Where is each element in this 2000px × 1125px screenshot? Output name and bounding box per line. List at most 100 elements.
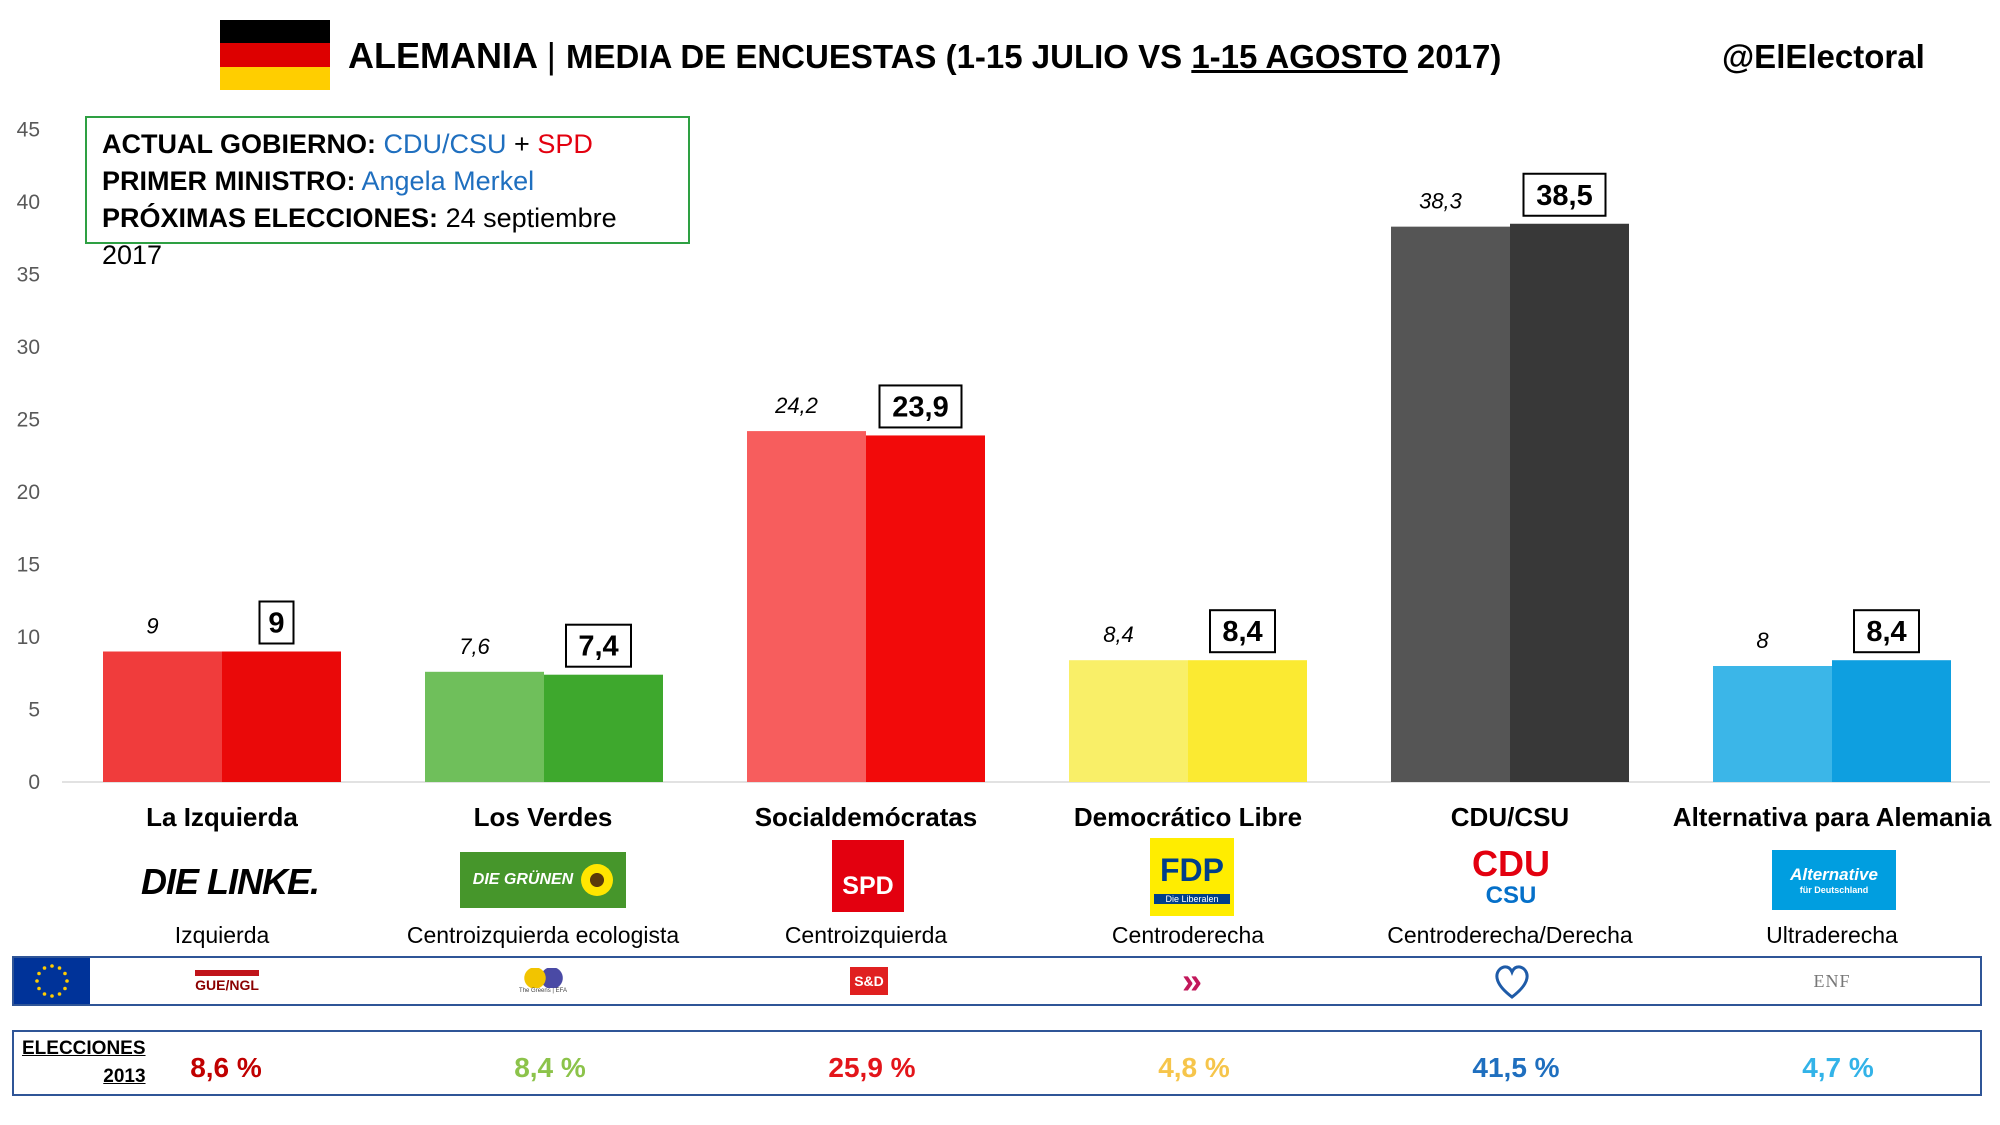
greens-efa-logo-text: The Greens | EFA bbox=[519, 988, 567, 994]
elections-2013-label: ELECCIONES 2013 bbox=[22, 1035, 146, 1091]
elections-2013-value-spd: 25,9 % bbox=[828, 1052, 916, 1083]
csu-logo-text: CSU bbox=[1485, 882, 1537, 909]
afd-logo-subtext: für Deutschland bbox=[1799, 885, 1869, 895]
elections-2013-row bbox=[12, 1030, 1982, 1096]
info-government-label: ACTUAL GOBIERNO: bbox=[102, 129, 376, 159]
germany-flag bbox=[220, 20, 330, 90]
data-label-aug: 8,4 bbox=[1866, 616, 1906, 648]
enf-logo: ENF bbox=[1792, 958, 1872, 1004]
eu-star bbox=[35, 979, 39, 983]
info-pm-row: PRIMER MINISTRO: Angela Merkel bbox=[102, 163, 673, 200]
elections-2013-value-linke: 8,6 % bbox=[190, 1052, 262, 1083]
spd-logo: SPD bbox=[832, 840, 904, 912]
bar-aug bbox=[1510, 223, 1629, 782]
eu-flag-icon bbox=[14, 958, 90, 1004]
data-label-jul: 24,2 bbox=[774, 393, 818, 418]
eu-star bbox=[37, 971, 41, 976]
elections-2013-value-fdp: 4,8 % bbox=[1158, 1052, 1230, 1083]
eu-star bbox=[50, 994, 54, 998]
die-gruenen-logo: DIE GRÜNEN bbox=[460, 852, 626, 908]
data-label-aug: 8,4 bbox=[1222, 616, 1262, 648]
alde-logo-text: » bbox=[1181, 960, 1203, 1001]
die-linke-logo-text: DIE LINKE. bbox=[140, 861, 320, 902]
bar-jul bbox=[1391, 226, 1510, 782]
ideology-afd: Ultraderecha bbox=[1766, 922, 1898, 948]
flag-stripe-black bbox=[220, 20, 330, 44]
bar-jul bbox=[1713, 666, 1832, 782]
cdu-csu-logo: CDU CSU bbox=[1452, 840, 1570, 916]
data-label-aug: 23,9 bbox=[892, 391, 948, 423]
spd-logo-text: SPD bbox=[842, 871, 894, 900]
elections-label-line1: ELECCIONES bbox=[22, 1038, 146, 1059]
info-pm-name: Angela Merkel bbox=[361, 166, 535, 196]
party-name-spd: Socialdemócratas bbox=[754, 802, 978, 832]
data-label-jul: 38,3 bbox=[1419, 189, 1463, 214]
info-pm-label: PRIMER MINISTRO: bbox=[102, 166, 356, 196]
s-and-d-logo: S&D bbox=[846, 958, 892, 1004]
eu-star bbox=[37, 986, 41, 991]
enf-logo-text: ENF bbox=[1813, 970, 1851, 991]
bar-aug bbox=[1832, 660, 1951, 782]
title-subtitle-underlined: 1-15 AGOSTO bbox=[1191, 38, 1408, 75]
ideology-spd: Centroizquierda bbox=[784, 922, 948, 948]
afd-logo-text: Alternative bbox=[1790, 865, 1878, 884]
gue-ngl-logo: GUE/NGL bbox=[172, 958, 282, 1004]
sunflower-icon bbox=[581, 864, 614, 896]
info-government-party1: CDU/CSU bbox=[383, 129, 507, 159]
bar-jul bbox=[103, 651, 222, 782]
eu-star bbox=[42, 966, 47, 970]
ideology-cdu: Centroderecha/Derecha bbox=[1387, 922, 1633, 948]
y-tick-label: 0 bbox=[28, 771, 40, 794]
title-country: ALEMANIA bbox=[348, 35, 537, 76]
twitter-handle: @ElElectoral bbox=[1722, 38, 1925, 75]
y-tick-label: 45 bbox=[17, 119, 40, 142]
greens-efa-logo: The Greens | EFA bbox=[498, 958, 588, 1004]
eu-star bbox=[42, 992, 47, 996]
fdp-logo-text: FDP bbox=[1160, 852, 1224, 888]
info-government-row: ACTUAL GOBIERNO: CDU/CSU + SPD bbox=[102, 126, 673, 163]
info-government-plus: + bbox=[506, 129, 538, 159]
party-name-gruene: Los Verdes bbox=[473, 802, 613, 832]
page-title: ALEMANIA | MEDIA DE ENCUESTAS (1-15 JULI… bbox=[348, 35, 1501, 77]
data-label-box-aug bbox=[1522, 172, 1607, 217]
greens-efa-icon bbox=[523, 968, 563, 988]
y-tick-label: 20 bbox=[17, 481, 40, 504]
bar-chart: 0 5 10 15 20 25 30 35 40 45 9 9 7,6 7,4 24,2 23,9 8,4 8,4… bbox=[17, 119, 1990, 794]
data-label-aug: 7,4 bbox=[578, 631, 618, 663]
party-name-cdu: CDU/CSU bbox=[1450, 802, 1570, 832]
party-name-afd: Alternativa para Alemania bbox=[1672, 802, 1992, 832]
alde-logo: » bbox=[1162, 958, 1222, 1004]
cdu-logo-text: CDU bbox=[1472, 843, 1550, 884]
y-tick-label: 5 bbox=[28, 699, 40, 722]
data-label-jul: 9 bbox=[146, 614, 158, 639]
eu-groups-row bbox=[12, 956, 1982, 1006]
ideology-fdp: Centroderecha bbox=[1111, 922, 1265, 948]
eu-star bbox=[63, 986, 67, 991]
bar-aug bbox=[222, 651, 341, 782]
data-label-box-aug bbox=[878, 384, 963, 429]
eu-star bbox=[65, 979, 69, 983]
data-label-jul: 7,6 bbox=[459, 634, 490, 659]
info-elections-date: 24 septiembre 2017 bbox=[102, 203, 617, 270]
title-subtitle-suffix: 2017) bbox=[1407, 38, 1502, 75]
data-label-aug: 9 bbox=[268, 608, 284, 640]
data-label-box-aug bbox=[1209, 609, 1276, 654]
data-label-jul: 8,4 bbox=[1103, 622, 1134, 647]
ideology-gruene: Centroizquierda ecologista bbox=[406, 922, 680, 948]
y-tick-label: 35 bbox=[17, 264, 40, 287]
data-label-box-aug bbox=[1853, 609, 1920, 654]
info-government-party2: SPD bbox=[537, 129, 593, 159]
die-gruenen-logo-text: DIE GRÜNEN bbox=[472, 871, 574, 888]
eu-star bbox=[50, 964, 54, 968]
info-box: ACTUAL GOBIERNO: CDU/CSU + SPD PRIMER MI… bbox=[85, 116, 690, 270]
ideology-linke: Izquierda bbox=[174, 922, 270, 948]
y-tick-label: 15 bbox=[17, 554, 40, 577]
data-label-box-aug bbox=[565, 623, 632, 668]
elections-2013-value-cdu: 41,5 % bbox=[1472, 1052, 1560, 1083]
party-name-linke: La Izquierda bbox=[146, 802, 298, 832]
flag-stripe-gold bbox=[220, 66, 330, 90]
fdp-logo-subtext: Die Liberalen bbox=[1154, 894, 1230, 904]
data-label-jul: 8 bbox=[1756, 628, 1769, 653]
data-label-aug: 38,5 bbox=[1536, 180, 1592, 212]
info-elections-row: PRÓXIMAS ELECCIONES: 24 septiembre 2017 bbox=[102, 200, 673, 274]
